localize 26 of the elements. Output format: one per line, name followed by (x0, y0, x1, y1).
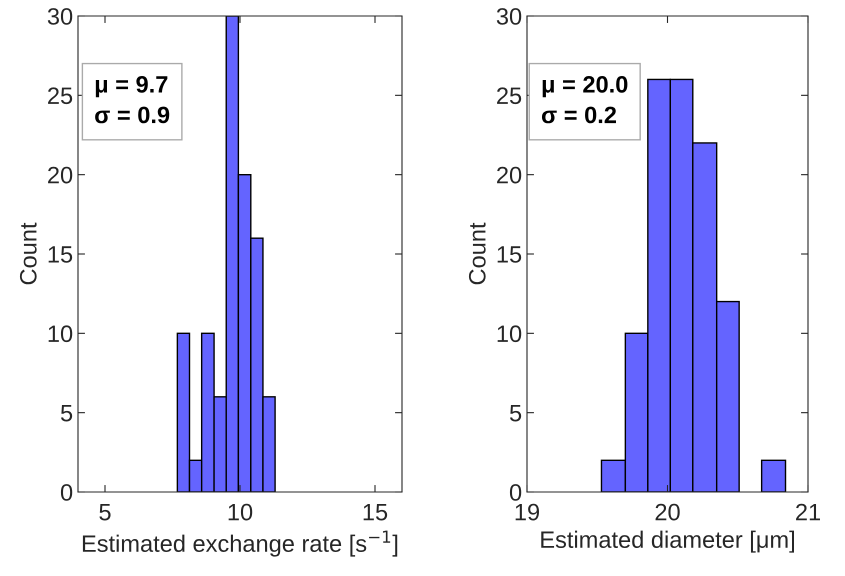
y-tick-label: 30 (48, 8, 72, 25)
x-axis-title: Estimated exchange rate [s$^{−1}$] (82, 530, 398, 557)
annotation: μ = 20.0 σ = 0.2 (542, 76, 628, 124)
y-tick-label: 20 (48, 166, 72, 184)
y-axis-title: Count (468, 222, 486, 284)
y-tick-label: 25 (497, 87, 522, 104)
x-tick-label: 15 (364, 504, 388, 520)
y-tick-label: 10 (48, 325, 72, 342)
y-tick-label: 0 (60, 484, 72, 501)
y-tick-label: 15 (48, 246, 72, 263)
annotation: μ = 9.7 σ = 0.9 (95, 76, 170, 124)
x-tick-label: 20 (656, 504, 680, 520)
y-axis-title: Count (20, 222, 37, 284)
y-tick-label: 5 (510, 404, 522, 422)
y-tick-label: 5 (60, 404, 72, 422)
y-tick-label: 15 (498, 246, 522, 263)
y-tick-label: 30 (496, 8, 522, 25)
y-tick-label: 25 (48, 87, 72, 104)
y-tick-label: 10 (498, 325, 522, 342)
x-tick-label: 19 (516, 504, 540, 520)
x-tick-label: 10 (228, 504, 252, 520)
y-tick-label: 0 (510, 484, 522, 501)
y-tick-label: 20 (497, 166, 522, 184)
x-axis-title: Estimated diameter [μm] (541, 530, 794, 553)
x-tick-label: 21 (796, 504, 820, 520)
x-tick-label: 5 (99, 504, 111, 520)
